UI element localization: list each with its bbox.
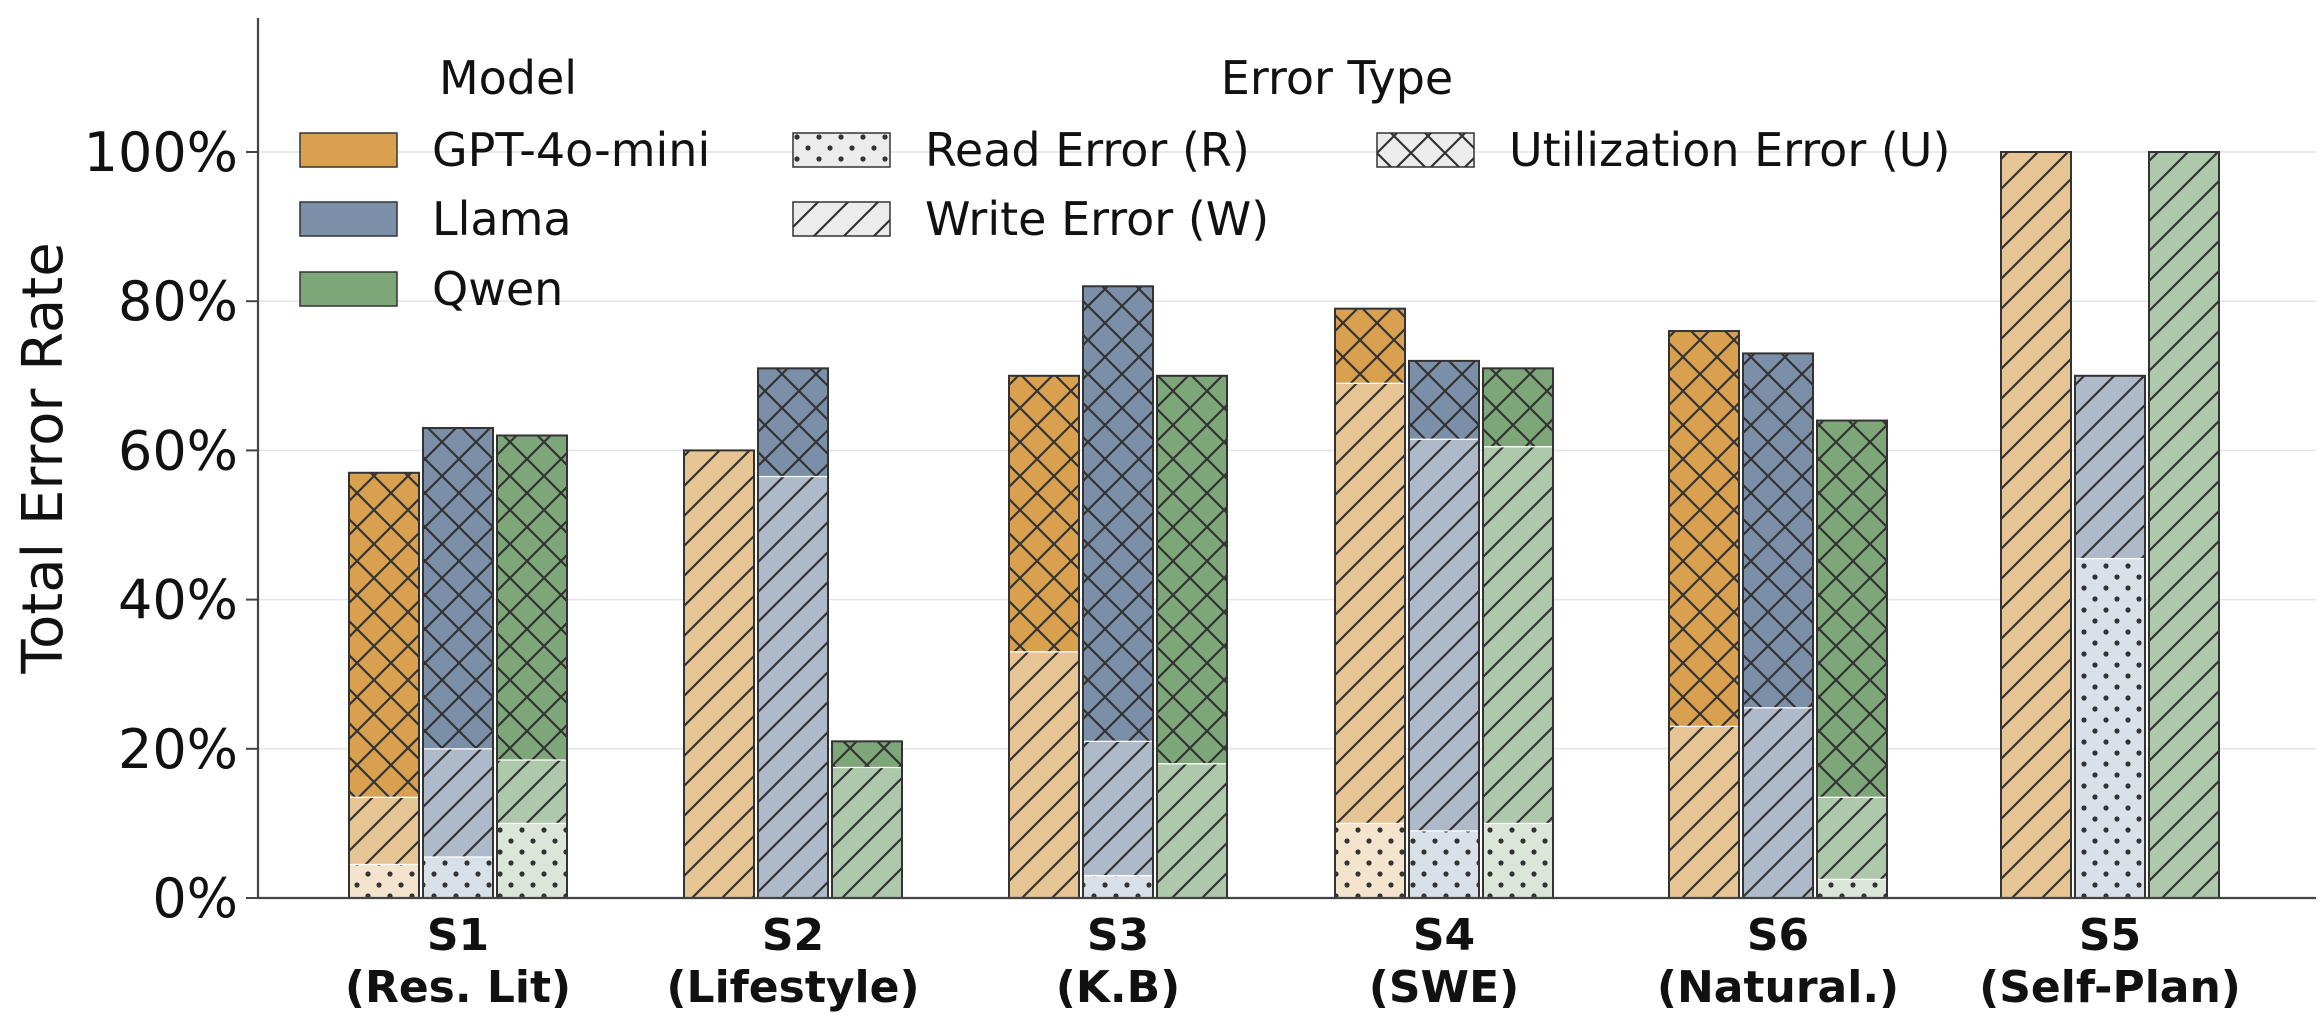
bar-segment-utilization: [1408, 360, 1480, 440]
x-tick-label-name: (K.B): [1056, 962, 1181, 1013]
bar-segment-read: [1334, 822, 1406, 899]
bar-segment-write: [757, 475, 829, 899]
bar-segment-write: [683, 449, 755, 899]
legend-model-label: Llama: [432, 192, 572, 246]
bar-segment-utilization: [1008, 375, 1080, 653]
bar-segment-read: [1082, 875, 1154, 899]
legend-model-title: Model: [439, 51, 577, 105]
bar-segment-write: [1742, 707, 1814, 899]
legend-model-label: Qwen: [432, 262, 563, 316]
bar-segment-utilization: [1156, 375, 1228, 765]
bar-segment-write: [1008, 651, 1080, 899]
bar-segment-write: [1334, 382, 1406, 825]
legend-type-title: Error Type: [1221, 51, 1453, 105]
bar-segment-read: [1482, 822, 1554, 899]
bar-segment-utilization: [1668, 330, 1740, 728]
bar-segment-read: [1408, 830, 1480, 899]
bar-segment-write: [1082, 740, 1154, 877]
bar-segment-write: [831, 766, 903, 899]
bar-segment-utilization: [1482, 367, 1554, 448]
y-tick-label: 40%: [118, 569, 238, 632]
bar-segment-utilization: [422, 427, 494, 750]
legend-type-swatch: [1376, 132, 1475, 168]
bar-segment-utilization: [831, 740, 903, 769]
legend-model-swatch: [299, 132, 398, 168]
bar-segment-write: [1408, 438, 1480, 832]
bar-segment-utilization: [1742, 352, 1814, 709]
bar-segment-utilization: [1334, 308, 1406, 384]
x-tick-label-name: (Res. Lit): [345, 962, 571, 1013]
bar-segment-utilization: [1082, 285, 1154, 742]
bar-segment-write: [422, 748, 494, 858]
axes: 0% 20% 40% 60% 80% 100%Total Error Rate S1(Res…: [11, 18, 2316, 1013]
bar-segment-read: [422, 856, 494, 899]
legend: Model Error Type GPT-4o-mini Llama Qwen Read …: [299, 51, 1950, 316]
bar-segment-utilization: [757, 367, 829, 478]
y-tick-label: 80%: [118, 270, 238, 333]
y-tick-label: 0%: [152, 867, 238, 930]
bar-segment-read: [1816, 878, 1888, 899]
bar-segment-utilization: [496, 434, 568, 761]
bar-segment-write: [496, 759, 568, 824]
x-tick-label-name: (SWE): [1369, 962, 1520, 1013]
legend-type-swatch: [792, 132, 891, 168]
bars: [348, 151, 2220, 900]
x-tick-label-code: S2: [762, 910, 824, 961]
bar-segment-utilization: [348, 472, 420, 798]
legend-type-label: Read Error (R): [925, 123, 1250, 177]
bar-segment-write: [2148, 151, 2220, 899]
bar-segment-write: [1156, 763, 1228, 899]
bar-segment-read: [348, 863, 420, 899]
y-axis-title: Total Error Rate: [11, 242, 76, 674]
x-tick-label-name: (Self-Plan): [1979, 962, 2241, 1013]
x-tick-label-name: (Lifestyle): [666, 962, 919, 1013]
y-tick-label: 60%: [118, 419, 238, 482]
legend-type-label: Utilization Error (U): [1509, 123, 1950, 177]
x-tick-label-code: S1: [427, 910, 489, 961]
bar-segment-read: [496, 822, 568, 899]
bar-segment-write: [1816, 796, 1888, 880]
bar-segment-write: [348, 796, 420, 866]
legend-type-label: Write Error (W): [925, 192, 1269, 246]
legend-model-label: GPT-4o-mini: [432, 123, 710, 177]
bar-segment-write: [2000, 151, 2072, 899]
legend-type-swatch: [792, 201, 891, 237]
x-tick-label-code: S5: [2079, 910, 2141, 961]
x-tick-label-code: S4: [1413, 910, 1475, 961]
x-tick-label-name: (Natural.): [1657, 962, 1899, 1013]
x-tick-label-code: S3: [1087, 910, 1149, 961]
bar-segment-read: [2074, 557, 2146, 899]
legend-model-swatch: [299, 271, 398, 307]
x-tick-label-code: S6: [1747, 910, 1809, 961]
bar-segment-write: [2074, 375, 2146, 560]
bar-segment-write: [1668, 725, 1740, 899]
bar-segment-utilization: [1816, 419, 1888, 798]
bar-segment-write: [1482, 446, 1554, 825]
y-tick-label: 20%: [118, 718, 238, 781]
legend-model-swatch: [299, 201, 398, 237]
y-tick-label: 100%: [84, 121, 238, 184]
